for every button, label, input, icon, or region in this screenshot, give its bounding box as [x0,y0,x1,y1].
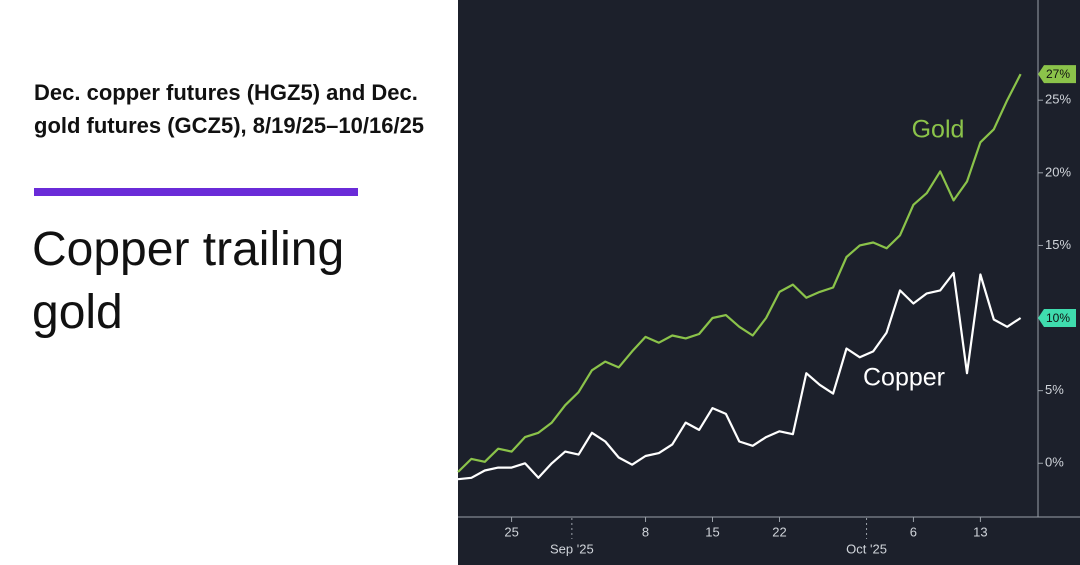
last-value-tag [1038,309,1076,328]
last-value-label: 10% [1046,311,1070,325]
series-line [457,73,1022,473]
chart-subtitle: Dec. copper futures (HGZ5) and Dec. gold… [34,80,425,138]
x-tick-label: 22 [772,524,786,539]
x-tick-label: 8 [642,524,649,539]
x-tick-label: 25 [504,524,518,539]
x-month-label: Oct '25 [846,541,887,556]
y-tick-label: 15% [1045,237,1071,252]
x-month-label: Sep '25 [550,541,594,556]
x-tick-label: 13 [973,524,987,539]
y-tick-label: 20% [1045,164,1071,179]
x-tick-label: 15 [705,524,719,539]
y-tick-label: 0% [1045,455,1064,470]
text-panel: Dec. copper futures (HGZ5) and Dec. gold… [0,0,458,565]
accent-bar [34,188,358,196]
y-tick-label: 5% [1045,382,1064,397]
chart-title: Copper trailing gold [32,223,345,339]
series-label: Gold [912,116,965,144]
last-value-label: 27% [1046,67,1070,81]
plot-background [458,0,1080,565]
series-label: Copper [863,364,945,392]
y-tick-label: 25% [1045,92,1071,107]
x-tick-label: 6 [910,524,917,539]
series-line [457,271,1022,481]
last-value-tag [1038,65,1076,84]
